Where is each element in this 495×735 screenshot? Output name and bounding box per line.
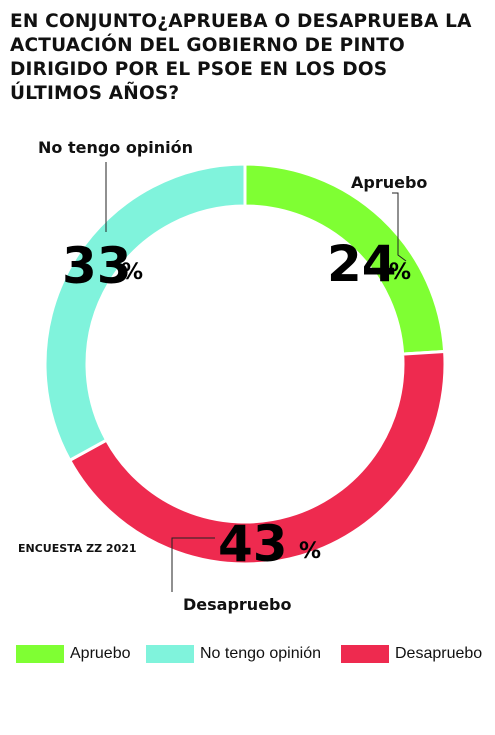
legend-swatch xyxy=(146,645,194,663)
legend-label: Desapruebo xyxy=(395,645,483,662)
category-label-apruebo: Apruebo xyxy=(351,173,427,192)
value-label-desapruebo: 43 xyxy=(218,515,288,573)
legend-swatch xyxy=(341,645,389,663)
slice-no-tengo-opinion xyxy=(43,162,247,463)
value-label-no-tengo-opinion: 33 xyxy=(62,237,132,295)
legend-label: Apruebo xyxy=(70,645,131,662)
legend-item-apruebo: Apruebo xyxy=(16,645,131,663)
legend-item-desapruebo: Desapruebo xyxy=(341,645,482,663)
legend-swatch xyxy=(16,645,64,663)
chart-title: EN CONJUNTO¿APRUEBA O DESAPRUEBA LA ACTU… xyxy=(10,11,472,104)
legend-item-no-tengo-opinion: No tengo opinión xyxy=(146,645,321,663)
value-label-apruebo: 24 xyxy=(327,235,397,293)
category-label-no-tengo-opinion: No tengo opinión xyxy=(38,138,193,157)
donut-chart: 24% Apruebo 43 % Desapruebo 33% No tengo opini… xyxy=(18,138,447,614)
unit-label-apruebo: % xyxy=(389,260,411,285)
legend-label: No tengo opinión xyxy=(200,645,321,662)
unit-label-desapruebo: % xyxy=(299,539,321,564)
unit-label-no-tengo-opinion: % xyxy=(121,260,143,285)
slice-desapruebo xyxy=(67,349,447,566)
callout-line-desapruebo xyxy=(171,537,215,592)
callout-line-apruebo xyxy=(392,192,407,262)
category-label-desapruebo: Desapruebo xyxy=(183,595,291,614)
source-note: ENCUESTA ZZ 2021 xyxy=(18,542,137,555)
chart-legend: Apruebo No tengo opinión Desapruebo xyxy=(16,645,491,669)
